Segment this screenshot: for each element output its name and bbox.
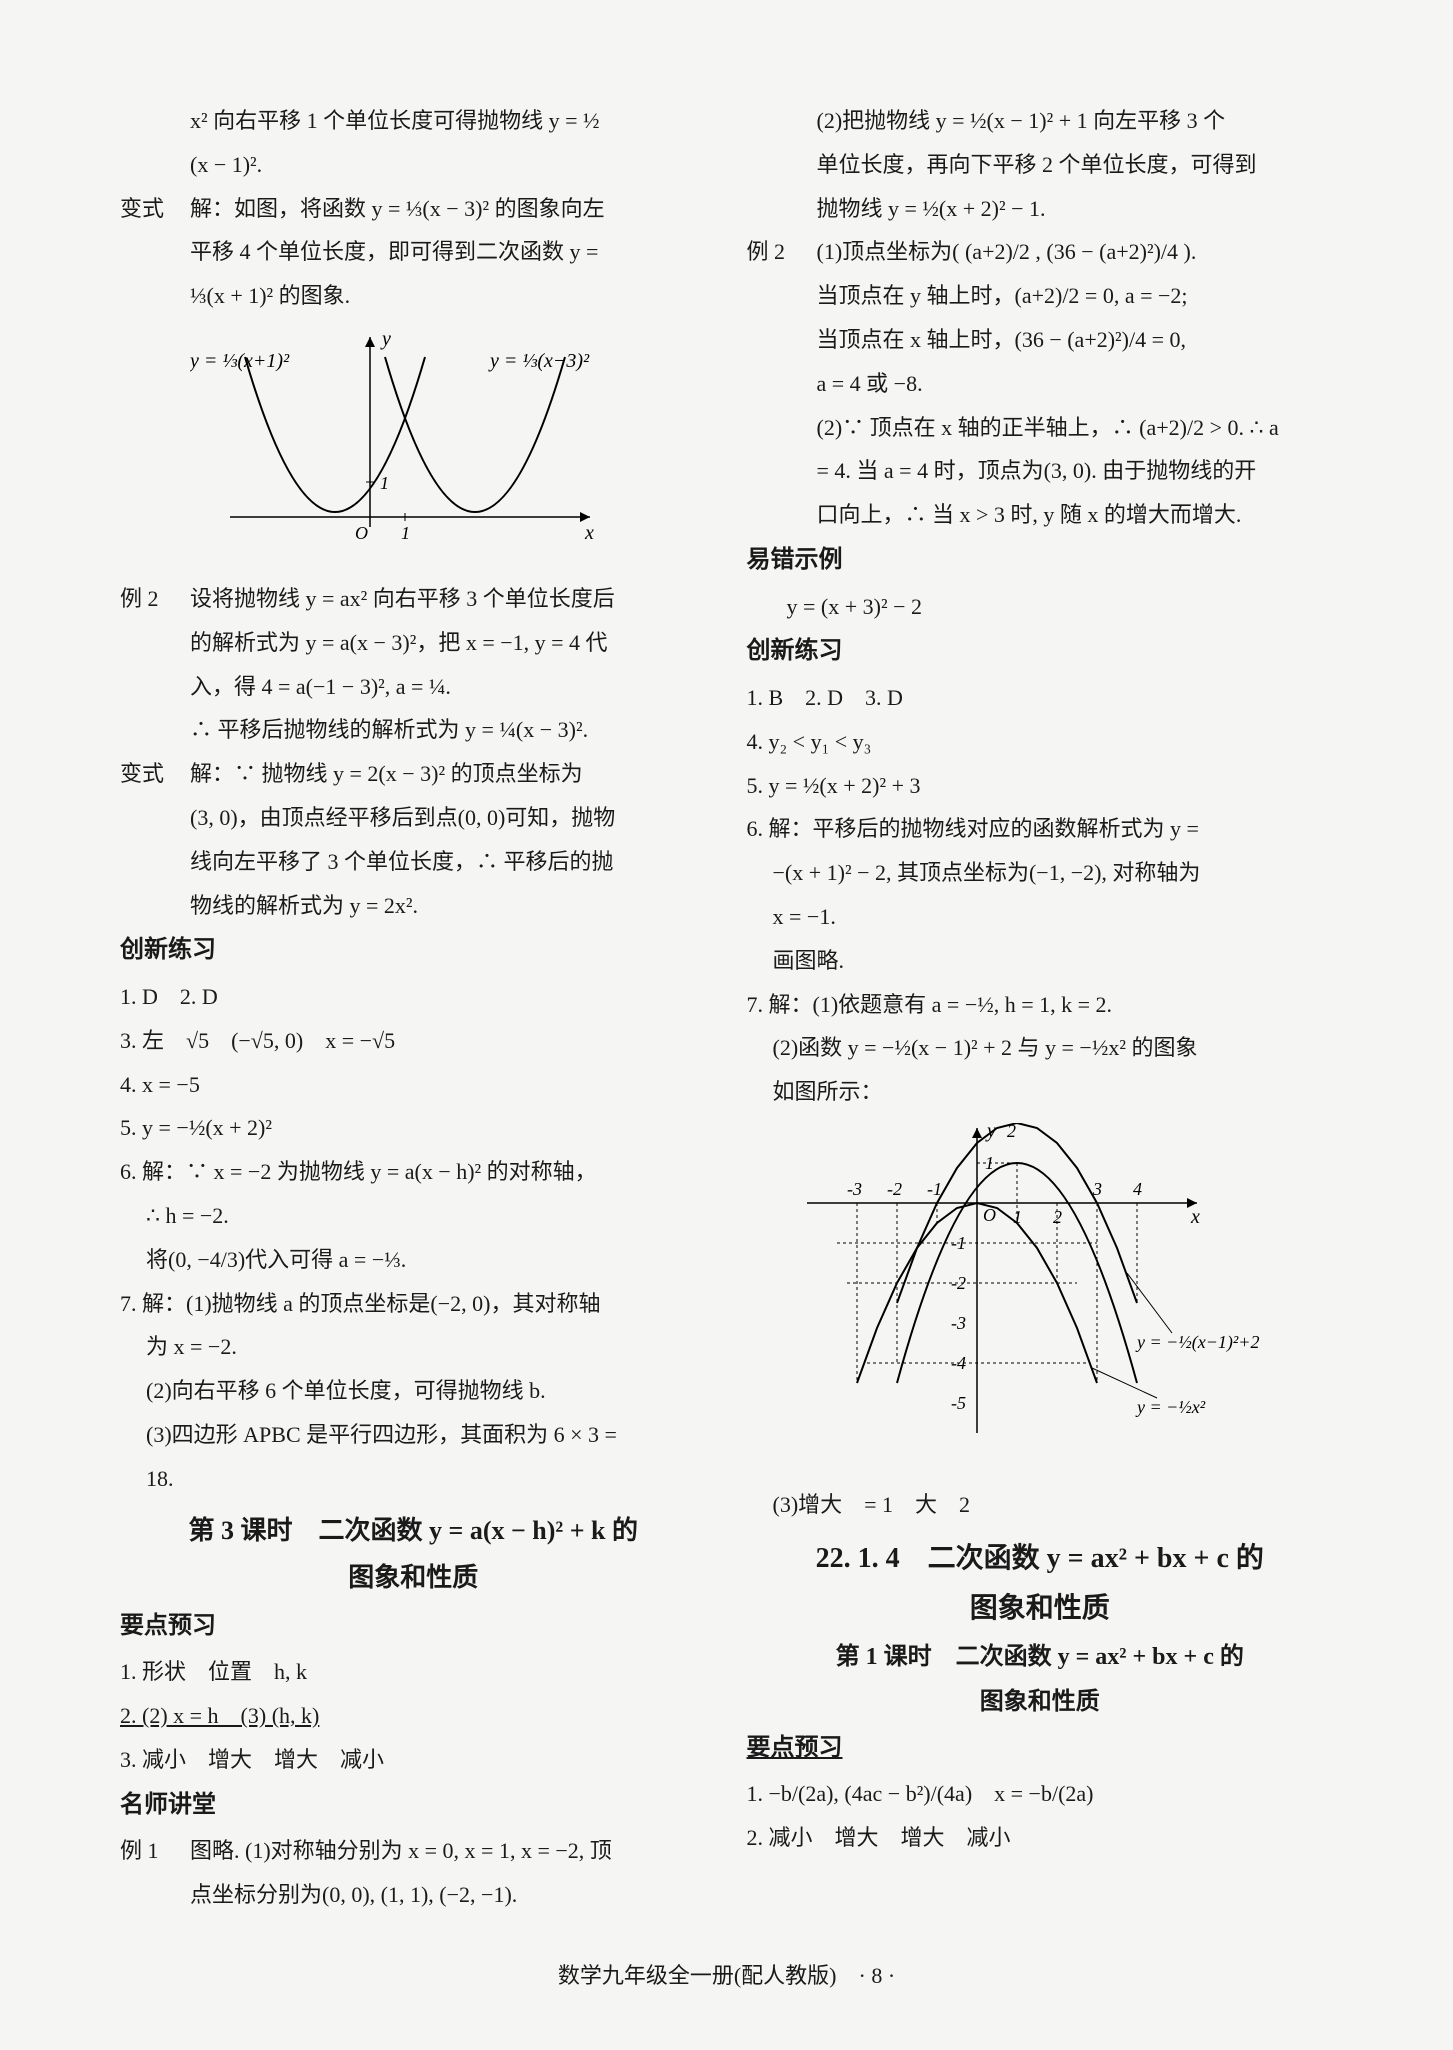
text: 当顶点在 x 轴上时，(36 − (a+2)²)/4 = 0, xyxy=(747,319,1334,361)
curve-label: y = −½(x−1)²+2 xyxy=(1135,1332,1259,1353)
text: a = 4 或 −8. xyxy=(747,363,1334,405)
tick: -1 xyxy=(927,1179,942,1199)
chart-1: 1 O 1 y = ⅓(x+1)² y = ⅓(x−3)² x y xyxy=(190,327,707,562)
tick: 1 xyxy=(380,473,389,493)
section-header: 易错示例 xyxy=(747,538,1334,584)
axis-label: x xyxy=(584,522,594,544)
text: 将(0, −4/3)代入可得 a = −⅓. xyxy=(120,1239,707,1281)
text: 物线的解析式为 y = 2x². xyxy=(120,885,707,927)
text: x = −1. xyxy=(747,896,1334,938)
page-footer: 数学九年级全一册(配人教版) · 8 · xyxy=(120,1958,1333,1990)
tick: -5 xyxy=(951,1393,966,1413)
text: 画图略. xyxy=(747,940,1334,982)
text: (3, 0)，由顶点经平移后到点(0, 0)可知，抛物 xyxy=(120,797,707,839)
text: (x − 1)². xyxy=(120,144,707,186)
section-header: 名师讲堂 xyxy=(120,1783,707,1829)
axis-label: y xyxy=(380,328,391,350)
text: 平移 4 个单位长度，即可得到二次函数 y = xyxy=(120,231,707,273)
text: 如图所示： xyxy=(747,1071,1334,1113)
label: 例 2 xyxy=(747,231,817,273)
curve-label: y = ⅓(x−3)² xyxy=(488,350,590,372)
example-2: 例 2设将抛物线 y = ax² 向右平移 3 个单位长度后 xyxy=(120,578,707,620)
chart-2: -3 -2 -1 1 2 3 4 1 2 -1 -2 xyxy=(777,1123,1334,1468)
text: 的解析式为 y = a(x − 3)²，把 x = −1, y = 4 代 xyxy=(120,622,707,664)
example-1: 例 1图略. (1)对称轴分别为 x = 0, x = 1, x = −2, 顶 xyxy=(120,1830,707,1872)
text: 当顶点在 y 轴上时，(a+2)/2 = 0, a = −2; xyxy=(747,275,1334,317)
answer: 7. 解：(1)抛物线 a 的顶点坐标是(−2, 0)，其对称轴 xyxy=(120,1283,707,1325)
label: 变式 xyxy=(120,188,190,230)
answer: 4. y₂ < y₁ < y₃ xyxy=(747,721,1334,763)
text: (3)四边形 APBC 是平行四边形，其面积为 6 × 3 = xyxy=(120,1414,707,1456)
text: (2)向右平移 6 个单位长度，可得抛物线 b. xyxy=(120,1370,707,1412)
right-column: (2)把抛物线 y = ½(x − 1)² + 1 向左平移 3 个 单位长度，… xyxy=(747,100,1334,1918)
variant-1: 变式解：如图，将函数 y = ⅓(x − 3)² 的图象向左 xyxy=(120,188,707,230)
lesson-1-header-a: 第 1 课时 二次函数 y = ax² + bx + c 的 xyxy=(747,1636,1334,1671)
curve-label: y = −½x² xyxy=(1135,1397,1206,1417)
tick: 4 xyxy=(1133,1179,1142,1199)
answer: 7. 解：(1)依题意有 a = −½, h = 1, k = 2. xyxy=(747,984,1334,1026)
text: (2)∵ 顶点在 x 轴的正半轴上，∴ (a+2)/2 > 0. ∴ a xyxy=(747,407,1334,449)
answer: 6. 解：平移后的抛物线对应的函数解析式为 y = xyxy=(747,808,1334,850)
text: (1)顶点坐标为( (a+2)/2 , (36 − (a+2)²)/4 ). xyxy=(817,239,1197,264)
text: 入，得 4 = a(−1 − 3)², a = ¼. xyxy=(120,666,707,708)
text: 单位长度，再向下平移 2 个单位长度，可得到 xyxy=(747,144,1334,186)
tick: -2 xyxy=(887,1179,902,1199)
tick: -3 xyxy=(951,1313,966,1333)
section-22-1-4-a: 22. 1. 4 二次函数 y = ax² + bx + c 的 xyxy=(747,1536,1334,1576)
origin: O xyxy=(355,523,368,543)
text: 图略. (1)对称轴分别为 x = 0, x = 1, x = −2, 顶 xyxy=(190,1838,612,1863)
label: 例 2 xyxy=(120,578,190,620)
left-column: x² 向右平移 1 个单位长度可得抛物线 y = ½ (x − 1)². 变式解… xyxy=(120,100,707,1918)
text: 解：如图，将函数 y = ⅓(x − 3)² 的图象向左 xyxy=(190,196,605,221)
label: 例 1 xyxy=(120,1830,190,1872)
answer: y = (x + 3)² − 2 xyxy=(747,586,1334,628)
answer: 5. y = −½(x + 2)² xyxy=(120,1107,707,1149)
tick: 1 xyxy=(401,523,410,543)
text: 抛物线 y = ½(x + 2)² − 1. xyxy=(747,188,1334,230)
text: 口向上，∴ 当 x > 3 时, y 随 x 的增大而增大. xyxy=(747,494,1334,536)
tick: -3 xyxy=(847,1179,862,1199)
text: ∴ h = −2. xyxy=(120,1195,707,1237)
section-header: 要点预习 xyxy=(120,1604,707,1650)
text: −(x + 1)² − 2, 其顶点坐标为(−1, −2), 对称轴为 xyxy=(747,852,1334,894)
answer: 5. y = ½(x + 2)² + 3 xyxy=(747,765,1334,807)
lesson-3-header-b: 图象和性质 xyxy=(120,1557,707,1594)
text: x² 向右平移 1 个单位长度可得抛物线 y = ½ xyxy=(120,100,707,142)
variant-2: 变式解：∵ 抛物线 y = 2(x − 3)² 的顶点坐标为 xyxy=(120,753,707,795)
text: 为 x = −2. xyxy=(120,1326,707,1368)
answer: 1. D 2. D xyxy=(120,976,707,1018)
section-22-1-4-b: 图象和性质 xyxy=(747,1586,1334,1626)
answer: (3)增大 = 1 大 2 xyxy=(747,1484,1334,1526)
text: 点坐标分别为(0, 0), (1, 1), (−2, −1). xyxy=(120,1874,707,1916)
text: 18. xyxy=(120,1458,707,1500)
text: (2)函数 y = −½(x − 1)² + 2 与 y = −½x² 的图象 xyxy=(747,1027,1334,1069)
answer: 3. 左 √5 (−√5, 0) x = −√5 xyxy=(120,1020,707,1062)
text: ⅓(x + 1)² 的图象. xyxy=(120,275,707,317)
answer: 1. 形状 位置 h, k xyxy=(120,1651,707,1693)
page: x² 向右平移 1 个单位长度可得抛物线 y = ½ (x − 1)². 变式解… xyxy=(120,100,1333,1918)
label: 变式 xyxy=(120,753,190,795)
answer: 3. 减小 增大 增大 减小 xyxy=(120,1739,707,1781)
lesson-3-header-a: 第 3 课时 二次函数 y = a(x − h)² + k 的 xyxy=(120,1510,707,1547)
answer: 1. B 2. D 3. D xyxy=(747,677,1334,719)
section-header: 创新练习 xyxy=(747,629,1334,675)
text: 线向左平移了 3 个单位长度，∴ 平移后的抛 xyxy=(120,841,707,883)
answer: 6. 解：∵ x = −2 为抛物线 y = a(x − h)² 的对称轴， xyxy=(120,1151,707,1193)
example-2: 例 2(1)顶点坐标为( (a+2)/2 , (36 − (a+2)²)/4 )… xyxy=(747,231,1334,273)
section-header: 要点预习 xyxy=(747,1726,1334,1772)
text: ∴ 平移后抛物线的解析式为 y = ¼(x − 3)². xyxy=(120,709,707,751)
curve-label: y = ⅓(x+1)² xyxy=(190,350,290,372)
text: = 4. 当 a = 4 时，顶点为(3, 0). 由于抛物线的开 xyxy=(747,450,1334,492)
section-header: 创新练习 xyxy=(120,928,707,974)
text: 解：∵ 抛物线 y = 2(x − 3)² 的顶点坐标为 xyxy=(190,761,583,786)
lesson-1-header-b: 图象和性质 xyxy=(747,1681,1334,1716)
answer: 4. x = −5 xyxy=(120,1064,707,1106)
text: (2)把抛物线 y = ½(x − 1)² + 1 向左平移 3 个 xyxy=(747,100,1334,142)
axis-label: x xyxy=(1190,1206,1200,1228)
answer: 1. −b/(2a), (4ac − b²)/(4a) x = −b/(2a) xyxy=(747,1773,1334,1815)
answer: 2. 减小 增大 增大 减小 xyxy=(747,1817,1334,1859)
text: 设将抛物线 y = ax² 向右平移 3 个单位长度后 xyxy=(190,586,615,611)
answer: 2. (2) x = h (3) (h, k) xyxy=(120,1695,707,1737)
